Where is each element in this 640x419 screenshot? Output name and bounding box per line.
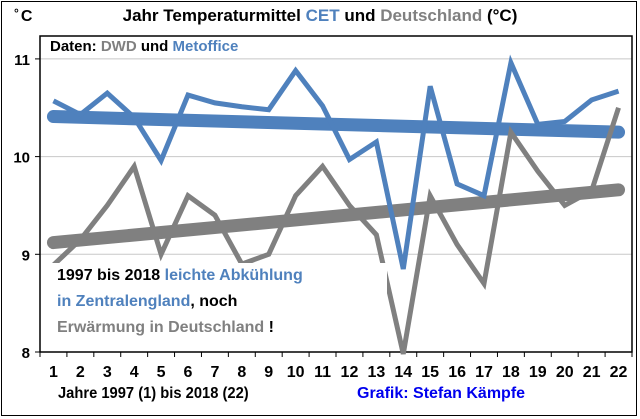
annotation-line1-black: 1997 bis 2018 bbox=[57, 267, 165, 284]
annotation-line3-black: ! bbox=[268, 319, 274, 336]
y-tick-label: 10 bbox=[13, 150, 30, 167]
credit-label: Grafik: Stefan Kämpfe bbox=[357, 385, 526, 402]
y-axis-unit: ° C bbox=[14, 6, 33, 26]
x-tick-label: 8 bbox=[237, 364, 246, 381]
x-tick-label: 6 bbox=[184, 364, 193, 381]
x-tick-label: 19 bbox=[529, 364, 547, 381]
source-prefix: Daten: bbox=[50, 38, 101, 55]
title-deutschland: Deutschland bbox=[380, 6, 483, 25]
data-source-label: Daten: DWD und Metoffice bbox=[50, 38, 238, 55]
x-tick-label: 5 bbox=[157, 364, 166, 381]
x-tick-label: 4 bbox=[130, 364, 139, 381]
x-tick-label: 21 bbox=[583, 364, 601, 381]
y-tick-label: 11 bbox=[14, 52, 30, 69]
x-tick-label: 3 bbox=[103, 364, 112, 381]
trend-line bbox=[46, 183, 626, 250]
annotation-line-1: 1997 bis 2018 leichte Abkühlung bbox=[57, 263, 387, 289]
x-tick-label: 13 bbox=[367, 364, 385, 381]
x-tick-label: 12 bbox=[341, 364, 359, 381]
x-tick-label: 14 bbox=[394, 364, 412, 381]
trend-line bbox=[46, 110, 626, 139]
x-tick-label: 7 bbox=[210, 364, 219, 381]
title-cet: CET bbox=[305, 6, 340, 25]
x-tick-label: 9 bbox=[264, 364, 273, 381]
x-tick-label: 2 bbox=[76, 364, 85, 381]
y-tick-label: 8 bbox=[22, 345, 30, 362]
x-tick-label: 17 bbox=[475, 364, 493, 381]
annotation-line1-blue: leichte Abkühlung bbox=[164, 267, 303, 284]
annotation-line2-black: , noch bbox=[190, 293, 238, 310]
annotation-line-2: in Zentralengland, noch bbox=[57, 289, 387, 315]
title-part2: und bbox=[339, 6, 381, 25]
x-tick-label: 15 bbox=[421, 364, 439, 381]
source-und: und bbox=[136, 38, 173, 55]
x-tick-label: 1 bbox=[49, 364, 58, 381]
annotation-line2-blue: in Zentralengland bbox=[57, 293, 191, 310]
source-metoffice: Metoffice bbox=[172, 38, 239, 55]
series-line bbox=[51, 106, 621, 355]
annotation-line-3: Erwärmung in Deutschland ! bbox=[57, 315, 387, 341]
annotation-box: 1997 bis 2018 leichte Abkühlung in Zentr… bbox=[51, 263, 387, 343]
unit-degree: ° bbox=[14, 6, 19, 20]
x-axis-label: Jahre 1997 (1) bis 2018 (22) bbox=[58, 385, 249, 402]
x-tick-label: 18 bbox=[502, 364, 520, 381]
annotation-line3-gray: Erwärmung in Deutschland bbox=[57, 319, 269, 336]
x-tick-label: 22 bbox=[610, 364, 628, 381]
chart-title: Jahr Temperaturmittel CET und Deutschlan… bbox=[0, 6, 640, 26]
unit-letter: C bbox=[20, 8, 33, 25]
source-dwd: DWD bbox=[100, 38, 137, 55]
y-tick-label: 9 bbox=[22, 247, 30, 264]
x-tick-label: 11 bbox=[314, 364, 331, 381]
x-tick-label: 20 bbox=[556, 364, 574, 381]
title-part3: (°C) bbox=[482, 6, 518, 25]
x-tick-label: 16 bbox=[448, 364, 466, 381]
title-part1: Jahr Temperaturmittel bbox=[122, 6, 306, 25]
x-tick-label: 10 bbox=[287, 364, 305, 381]
series-line bbox=[52, 54, 620, 270]
